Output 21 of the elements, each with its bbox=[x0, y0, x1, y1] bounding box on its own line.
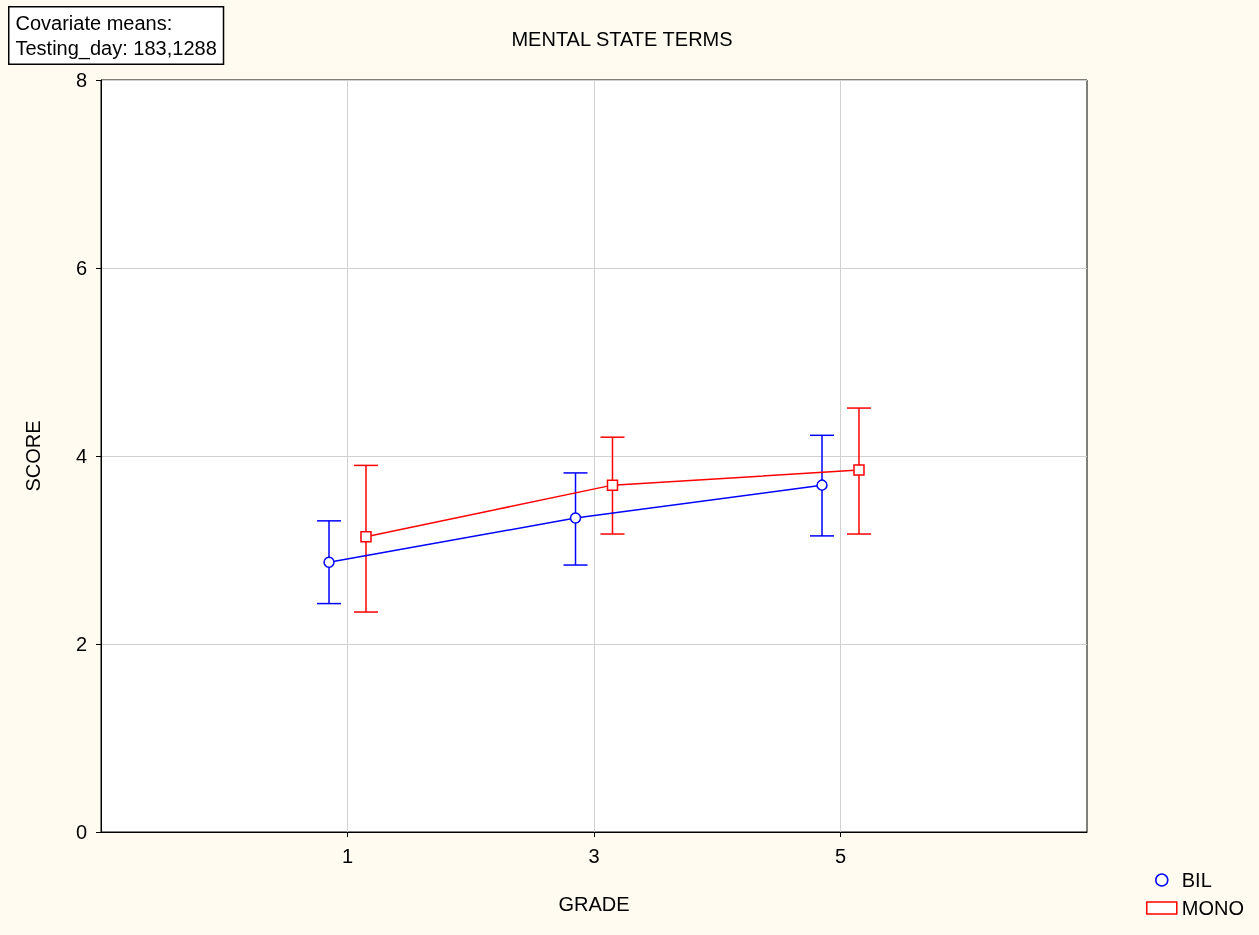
y-tick-label: 6 bbox=[75, 257, 87, 279]
y-tick-label: 8 bbox=[75, 69, 87, 91]
chart-title: MENTAL STATE TERMS bbox=[511, 28, 733, 50]
x-tick-label: 5 bbox=[834, 845, 847, 867]
legend-label: BIL bbox=[1181, 869, 1212, 891]
y-axis-title: SCORE bbox=[22, 420, 44, 492]
point bbox=[323, 556, 335, 568]
x-tick-label: 1 bbox=[341, 845, 354, 867]
y-tick-label: 2 bbox=[75, 633, 87, 655]
y-tick-label: 4 bbox=[75, 445, 87, 467]
point bbox=[816, 479, 828, 491]
point bbox=[606, 479, 619, 491]
text: Covariate means: bbox=[15, 12, 173, 34]
point bbox=[853, 464, 865, 476]
point bbox=[360, 531, 372, 543]
x-tick-label: 3 bbox=[588, 845, 600, 867]
point bbox=[569, 512, 582, 524]
y-tick-label: 0 bbox=[75, 821, 87, 843]
x-axis-title: GRADE bbox=[558, 893, 630, 915]
legend-label: MONO bbox=[1181, 897, 1244, 919]
text: Testing_day: 183,1288 bbox=[15, 37, 217, 60]
